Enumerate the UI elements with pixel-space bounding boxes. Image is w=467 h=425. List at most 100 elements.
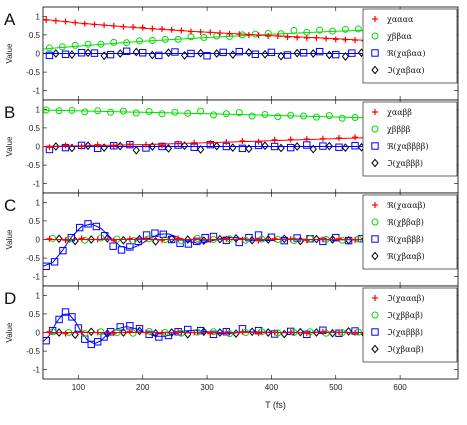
data-point-red xyxy=(72,19,79,26)
legend-label: ℜ(χαααβ) xyxy=(387,201,425,210)
data-point-blue xyxy=(110,142,118,150)
data-point-blue xyxy=(351,142,359,150)
data-point-red xyxy=(335,235,342,242)
x-tick-label: 200 xyxy=(136,383,150,392)
data-point-red xyxy=(62,142,69,149)
data-point-red xyxy=(101,22,108,29)
data-point-blue xyxy=(287,143,295,152)
data-point-red xyxy=(126,328,133,335)
legend-marker-black xyxy=(371,65,379,75)
data-point-green xyxy=(68,106,76,114)
y-tick-label: 0.5 xyxy=(29,310,41,319)
data-point-black xyxy=(180,50,189,60)
data-point-green xyxy=(119,107,127,115)
legend-box xyxy=(362,194,458,270)
data-point-green xyxy=(58,43,66,51)
data-point-red xyxy=(159,25,166,32)
legend-label: ℑ(χαβββ) xyxy=(387,328,423,337)
data-point-red xyxy=(335,134,342,141)
data-point-green xyxy=(145,108,153,116)
data-point-red xyxy=(255,138,262,145)
panel-b: 1 0.5 0 -0.5 -1 Value B χααββ χββββ ℜ(χαββββ) ℑ(χα… xyxy=(4,99,459,194)
legend-marker-black xyxy=(371,251,379,261)
x-tick-label: 600 xyxy=(393,383,407,392)
data-point-blue xyxy=(335,143,343,151)
data-point-red xyxy=(142,236,149,243)
x-tick-label: 300 xyxy=(200,383,214,392)
y-axis-label: Value xyxy=(5,322,14,342)
legend-label: χββαα xyxy=(387,32,413,41)
data-point-black xyxy=(245,48,253,57)
data-point-black xyxy=(341,52,350,61)
data-point-black xyxy=(132,47,140,57)
y-tick-label: 0 xyxy=(36,143,41,152)
data-point-red xyxy=(52,17,59,24)
data-point-red xyxy=(335,329,342,336)
data-point-red xyxy=(149,25,156,32)
data-point-red xyxy=(352,236,359,243)
data-point-red xyxy=(62,18,69,25)
legend-marker-black xyxy=(371,158,379,168)
data-point-red xyxy=(284,34,291,41)
data-point-red xyxy=(323,35,330,42)
data-point-red xyxy=(255,237,262,244)
data-point-red xyxy=(130,24,137,31)
data-point-blue xyxy=(196,326,205,335)
data-point-blue xyxy=(43,262,50,270)
data-point-black xyxy=(293,142,301,151)
data-point-blue xyxy=(283,51,292,59)
x-axis-label: T (fs) xyxy=(265,400,286,410)
y-tick-label: -1 xyxy=(33,366,41,375)
data-point-red xyxy=(168,26,175,33)
data-point-black xyxy=(87,235,95,244)
data-point-green xyxy=(290,26,298,34)
data-point-green xyxy=(287,111,295,119)
data-point-black xyxy=(116,49,124,58)
legend-marker-red xyxy=(372,202,378,208)
data-point-blue xyxy=(203,52,211,60)
data-point-black xyxy=(87,327,95,337)
data-point-green xyxy=(110,38,118,46)
panel-c: 1 0.5 0 -0.5 -1 Value C ℜ(χαααβ) ℜ(χββαβ) ℜ(χαβββ… xyxy=(4,192,459,287)
data-point-black xyxy=(325,141,333,151)
data-point-green xyxy=(222,110,230,118)
data-point-black xyxy=(309,49,317,58)
data-point-red xyxy=(223,235,230,242)
data-point-red xyxy=(94,141,101,148)
x-tick-label: 400 xyxy=(265,383,279,392)
data-point-red xyxy=(159,237,166,244)
data-point-red xyxy=(271,136,278,143)
data-point-green xyxy=(132,109,140,117)
data-point-red xyxy=(207,29,214,36)
data-point-red xyxy=(110,22,117,29)
data-point-black xyxy=(119,328,128,337)
data-point-blue xyxy=(106,50,115,59)
data-point-blue xyxy=(171,48,179,56)
data-point-blue xyxy=(348,49,356,57)
data-point-blue xyxy=(90,49,99,57)
data-point-red xyxy=(110,142,117,149)
data-point-blue xyxy=(187,49,195,58)
data-point-red xyxy=(207,330,214,337)
y-tick-label: -0.5 xyxy=(26,347,40,356)
data-point-black xyxy=(196,145,205,154)
data-point-blue xyxy=(45,51,54,60)
data-point-red xyxy=(287,136,294,143)
legend-label: ℜ(χαβββ) xyxy=(387,235,424,244)
data-point-green xyxy=(235,109,243,117)
panel-a: 1 0.5 0 -0.5 -1 Value A χαααα χββαα ℜ(χαβαα) ℑ(χαβ… xyxy=(4,6,459,101)
data-point-blue xyxy=(332,50,340,59)
data-point-green xyxy=(354,25,362,33)
data-point-green xyxy=(81,108,89,116)
legend-label: ℜ(χβααβ) xyxy=(387,252,425,261)
data-point-blue xyxy=(50,258,59,266)
data-point-red xyxy=(178,27,185,34)
legend-label: ℑ(χαβαα) xyxy=(387,66,425,75)
data-point-black xyxy=(52,142,60,151)
y-tick-label: -1 xyxy=(33,273,41,282)
data-point-blue xyxy=(315,47,324,56)
data-point-blue xyxy=(135,325,144,333)
legend: χααββ χββββ ℜ(χαββββ) ℑ(χαβββ) xyxy=(362,101,458,177)
data-point-red xyxy=(303,330,310,337)
y-tick-label: 0 xyxy=(36,329,41,338)
